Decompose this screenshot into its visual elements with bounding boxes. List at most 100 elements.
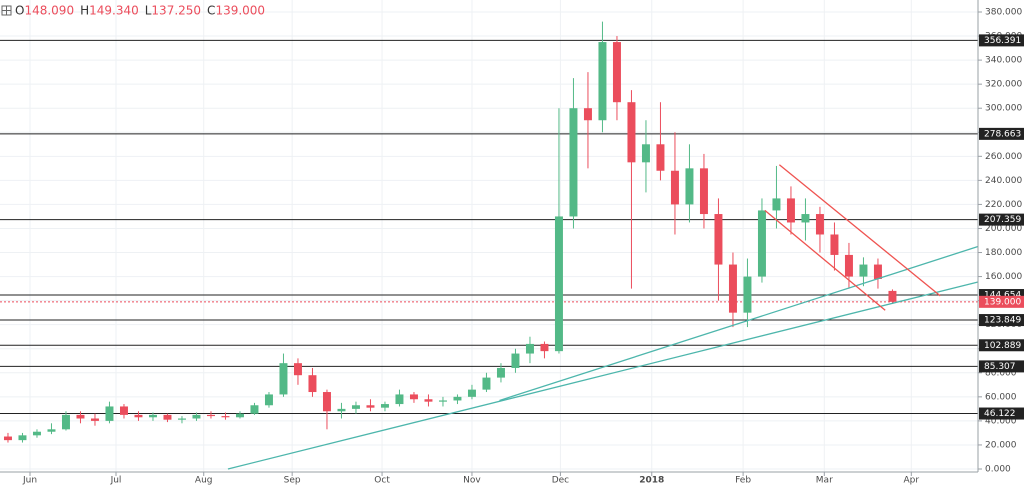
candle-body: [264, 394, 273, 406]
candle-body: [830, 234, 839, 255]
y-tick-label: 20.000: [985, 440, 1017, 450]
y-tick-label: 0.000: [985, 465, 1011, 475]
level-label-box: [979, 127, 1024, 140]
candle-body: [728, 264, 737, 313]
candle-body: [888, 290, 897, 302]
candle-body: [380, 404, 389, 408]
x-tick-label: Feb: [735, 476, 751, 486]
candle-body: [482, 377, 491, 390]
trend-line: [227, 281, 979, 470]
candle-body: [598, 42, 607, 121]
candle-body: [467, 389, 476, 397]
level-label-box: [979, 34, 1024, 47]
level-label: 207.359: [984, 215, 1021, 225]
level-label: 85.307: [984, 362, 1016, 372]
candle-body: [322, 392, 331, 412]
x-tick-label: Aug: [195, 476, 213, 486]
x-tick-label: Apr: [904, 476, 920, 486]
legend-key: L: [145, 4, 152, 18]
candle-body: [32, 431, 41, 436]
legend-value: 139.000: [215, 4, 265, 18]
candle-body: [656, 144, 665, 171]
candle-body: [714, 214, 723, 265]
level-label: 123.849: [984, 316, 1021, 326]
candle-body: [743, 276, 752, 313]
y-tick-label: 80.000: [985, 368, 1017, 378]
y-tick-label: 180.000: [985, 248, 1022, 258]
y-tick-label: 220.000: [985, 200, 1022, 210]
candle-body: [801, 214, 810, 223]
y-tick-label: 60.000: [985, 392, 1017, 402]
candle-body: [308, 375, 317, 393]
level-label-box: [979, 213, 1024, 226]
candle-body: [699, 168, 708, 215]
x-tick-label: Sep: [284, 476, 301, 486]
level-label: 144.654: [984, 291, 1021, 301]
legend-key: C: [207, 4, 215, 18]
ohlc-legend: O 148.090 H 149.340 L 137.250 C 139.000: [15, 4, 265, 18]
candle-body: [163, 414, 172, 420]
candle-body: [757, 210, 766, 277]
candle-body: [438, 400, 447, 402]
level-label: 102.889: [984, 341, 1021, 351]
candle-body: [105, 406, 114, 421]
candle-body: [569, 108, 578, 217]
legend-key: H: [80, 4, 89, 18]
x-tick-label: Nov: [463, 476, 481, 486]
candle-body: [221, 416, 230, 418]
level-label: 278.663: [984, 129, 1021, 139]
candle-body: [366, 405, 375, 408]
x-tick-label: Dec: [552, 476, 569, 486]
candle-body: [583, 108, 592, 121]
legend-key: O: [15, 4, 24, 18]
level-label-box: [979, 360, 1024, 373]
level-label-box: [979, 407, 1024, 420]
x-tick-label: Mar: [816, 476, 833, 486]
candle-body: [525, 343, 534, 354]
x-tick-label: Oct: [374, 476, 390, 486]
candle-body: [119, 406, 128, 415]
y-tick-label: 40.000: [985, 416, 1017, 426]
y-tick-label: 340.000: [985, 56, 1022, 66]
candle-body: [844, 254, 853, 277]
candle-body: [279, 363, 288, 395]
candle-body: [786, 198, 795, 223]
trend-line: [764, 209, 886, 311]
candle-body: [337, 408, 346, 412]
candle-body: [554, 216, 563, 352]
level-label-box: [979, 314, 1024, 327]
current-price-box: [979, 295, 1024, 308]
candle-body: [76, 414, 85, 419]
candle-body: [670, 170, 679, 205]
candle-body: [772, 198, 781, 211]
candle-body: [409, 394, 418, 400]
candle-body: [511, 353, 520, 368]
current-price-label: 139.000: [984, 297, 1021, 307]
trend-line: [499, 245, 979, 402]
candle-body: [351, 405, 360, 409]
y-tick-label: 240.000: [985, 176, 1022, 186]
candle-body: [873, 264, 882, 279]
y-tick-label: 260.000: [985, 152, 1022, 162]
candle-body: [612, 42, 621, 103]
candle-body: [685, 168, 694, 205]
y-tick-label: 300.000: [985, 104, 1022, 114]
candle-body: [47, 429, 56, 432]
candle-body: [453, 396, 462, 401]
trend-line: [778, 164, 941, 297]
candle-body: [177, 418, 186, 420]
candle-body: [206, 414, 215, 417]
grid: [0, 0, 978, 472]
candle-body: [134, 414, 143, 418]
candle-body: [250, 405, 259, 414]
candle-body: [540, 343, 549, 352]
candle-body: [235, 413, 244, 418]
candle-body: [293, 363, 302, 376]
y-tick-label: 380.000: [985, 8, 1022, 18]
level-label: 46.122: [984, 409, 1016, 419]
legend-value: 149.340: [89, 4, 139, 18]
level-label-box: [979, 339, 1024, 352]
